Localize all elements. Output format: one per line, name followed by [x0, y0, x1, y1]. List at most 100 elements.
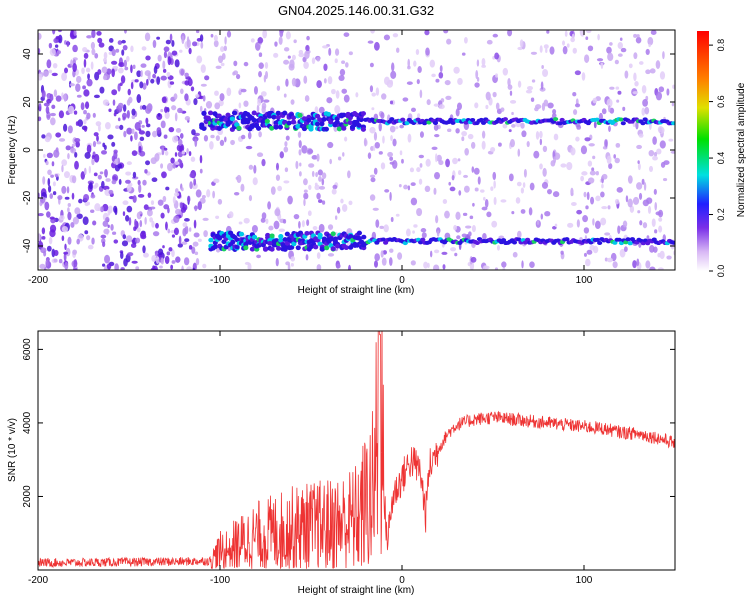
spectrogram-band-cell: [330, 231, 336, 237]
spectrogram-cell: [461, 136, 465, 142]
spectrogram-cell: [600, 62, 604, 70]
spectrogram-cell: [398, 183, 402, 188]
spectrogram-cell: [283, 180, 290, 184]
spectrogram-cell: [160, 109, 164, 113]
spectrogram-cell: [581, 72, 586, 81]
spectrogram-cell: [304, 50, 310, 59]
spectrogram-cell: [126, 109, 130, 119]
spectrogram-cell: [151, 177, 158, 183]
spectrogram-cell: [407, 185, 411, 191]
spectrogram-cell: [592, 155, 596, 160]
spectrogram-band-cell: [348, 234, 354, 239]
spectrogram-cell: [434, 134, 440, 138]
spectrogram-cell: [399, 124, 404, 129]
spectrogram-cell: [83, 126, 88, 132]
spectrogram-cell: [433, 187, 437, 195]
spectrogram-cell: [138, 145, 142, 153]
spectrogram-cell: [609, 107, 615, 114]
spectrogram-cell: [181, 187, 184, 192]
spectrogram-cell: [392, 138, 397, 147]
spectrogram-cell: [627, 198, 633, 208]
spectrogram-band-cell: [278, 237, 284, 243]
spectrogram-cell: [162, 245, 165, 249]
spectrogram-cell: [370, 30, 375, 34]
spectrogram-cell: [453, 224, 458, 231]
spectrogram-cell: [291, 77, 297, 87]
spectrogram-cell: [388, 257, 393, 266]
spectrogram-cell: [601, 183, 604, 189]
spectrogram-cell: [632, 260, 637, 269]
spectrogram-cell: [113, 112, 117, 117]
spectrogram-cell: [138, 130, 146, 135]
spectrogram-cell: [566, 43, 570, 48]
spectrogram-cell: [243, 61, 249, 67]
spectrogram-band-cell: [341, 125, 347, 131]
spectrogram-band-cell: [314, 121, 321, 127]
spectrogram-cell: [562, 45, 568, 55]
snr-series-line: [38, 331, 675, 570]
spectrogram-cell: [485, 104, 489, 110]
spectrogram-cell: [151, 255, 157, 263]
spectrogram-cell: [401, 158, 404, 164]
spectrogram-cell: [305, 254, 309, 261]
spectrogram-cell: [57, 50, 61, 55]
spectrogram-cell: [40, 196, 46, 204]
spectrogram-cell: [94, 71, 100, 81]
spectrogram-cell: [132, 171, 137, 179]
spectrogram-cell: [72, 44, 78, 53]
spectrogram-cell: [61, 72, 67, 82]
spectrogram-cell: [384, 189, 390, 193]
spectrogram-band-cell: [516, 237, 522, 242]
spectrogram-cell: [210, 33, 214, 38]
spectrogram-cell: [235, 73, 241, 80]
spectrogram-cell: [389, 156, 394, 161]
spec-ytick-label: 40: [22, 48, 33, 60]
spectrogram-cell: [124, 30, 127, 34]
spectrogram-cell: [67, 203, 71, 208]
spectrogram-cell: [321, 178, 325, 186]
spectrogram-cell: [38, 241, 44, 250]
spectrogram-cell: [572, 91, 577, 97]
spectrogram-cell: [39, 263, 46, 270]
spectrogram-cell: [257, 98, 262, 107]
spectrogram-cell: [102, 220, 109, 227]
spectrogram-cell: [165, 221, 168, 231]
spectrogram-cell: [72, 216, 80, 225]
spectrogram-cell: [608, 162, 613, 170]
spectrogram-cell: [517, 148, 521, 157]
spectrogram-cell: [274, 41, 278, 47]
spectrogram-cell: [247, 262, 252, 270]
spectrogram-cell: [540, 213, 543, 220]
spectrogram-cell: [461, 52, 466, 56]
spectrogram-cell: [125, 171, 132, 176]
spectrogram-cell: [413, 60, 417, 67]
spectrogram-cell: [395, 213, 400, 217]
spectrogram-cell: [82, 216, 89, 226]
spectrogram-cell: [181, 35, 185, 45]
spectrogram-cell: [182, 227, 187, 237]
spectrogram-cell: [50, 117, 56, 126]
spectrogram-cell: [622, 106, 626, 111]
snr-xtick-label: 0: [399, 575, 405, 586]
spectrogram-cell: [143, 252, 149, 258]
spectrogram-band-cell: [251, 110, 257, 116]
spectrogram-cell: [253, 85, 258, 95]
spectrogram-cell: [369, 194, 376, 201]
spectrogram-cell: [152, 39, 157, 49]
spectrogram-cell: [457, 170, 462, 176]
spectrogram-cell: [257, 37, 264, 44]
spectrogram-cell: [638, 192, 643, 200]
spectrogram-cell: [642, 222, 648, 229]
spectrogram-band-cell: [201, 111, 207, 116]
spectrogram-cell: [645, 69, 651, 75]
spectrogram-cell: [421, 232, 427, 239]
spectrogram-cell: [58, 110, 65, 119]
spectrogram-cell: [544, 210, 551, 217]
spectrogram-cell: [441, 251, 448, 255]
spectrogram-band-cell: [319, 246, 325, 252]
spectrogram-cell: [492, 33, 499, 38]
spectrogram-cell: [552, 225, 557, 230]
spectrogram-cell: [42, 176, 46, 185]
spectrogram-cell: [405, 228, 411, 237]
spectrogram-cell: [595, 195, 601, 202]
